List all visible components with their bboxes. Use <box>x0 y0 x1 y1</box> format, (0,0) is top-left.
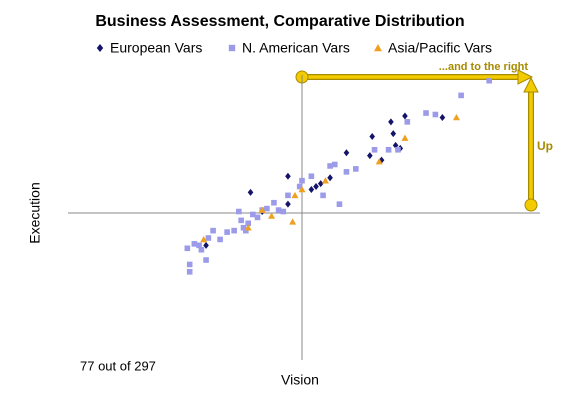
data-point <box>268 212 276 219</box>
data-point <box>258 206 266 213</box>
data-point <box>390 130 397 138</box>
data-point <box>439 113 446 121</box>
data-point <box>285 172 291 180</box>
data-point <box>369 133 375 141</box>
data-point <box>264 205 270 212</box>
data-point <box>231 227 237 234</box>
annotation: 77 out of 297 <box>80 358 156 373</box>
legend-marker <box>96 44 104 52</box>
data-point <box>402 112 408 120</box>
data-point <box>236 208 242 215</box>
data-point <box>486 77 492 84</box>
chart-title: Business Assessment, Comparative Distrib… <box>95 13 464 30</box>
data-point <box>371 146 378 153</box>
data-point <box>275 207 282 213</box>
data-point <box>271 199 277 206</box>
data-point <box>217 236 223 243</box>
data-point <box>423 110 429 116</box>
legend-label: Asia/Pacific Vars <box>388 40 492 56</box>
data-point <box>238 217 244 224</box>
data-point <box>184 245 191 252</box>
data-point <box>245 220 251 227</box>
data-point <box>196 242 202 249</box>
y-axis-title: Execution <box>27 182 43 243</box>
data-point <box>240 224 247 231</box>
data-point <box>308 173 315 180</box>
arrows <box>295 69 539 212</box>
data-point <box>320 192 326 199</box>
data-point <box>254 214 261 221</box>
data-point <box>289 218 297 225</box>
data-point <box>375 158 383 165</box>
data-point <box>298 185 306 193</box>
data-point <box>395 146 401 153</box>
x-axis-title: Vision <box>281 372 319 388</box>
data-point <box>343 169 350 175</box>
data-point <box>285 192 291 199</box>
data-point <box>186 269 193 275</box>
data-point <box>401 134 409 141</box>
legend-marker <box>228 44 236 52</box>
data-point <box>388 118 394 126</box>
data-point <box>353 166 359 172</box>
data-point <box>200 235 208 243</box>
data-point <box>367 152 373 160</box>
data-point <box>313 183 319 191</box>
data-point <box>186 261 193 268</box>
annotation: Up <box>537 139 553 153</box>
data-point <box>205 235 212 241</box>
data-point <box>198 246 205 253</box>
data-point <box>327 174 333 182</box>
data-point <box>317 180 324 188</box>
data-point <box>285 200 291 208</box>
data-point <box>191 241 198 247</box>
data-point <box>243 227 249 234</box>
legend-label: N. American Vars <box>242 40 350 56</box>
data-point <box>321 177 329 184</box>
data-point <box>331 161 338 168</box>
legend-label: European Vars <box>110 40 202 56</box>
data-point <box>385 146 392 153</box>
data-point <box>308 185 315 193</box>
data-point <box>210 227 216 234</box>
arrow-head <box>523 76 539 93</box>
data-point <box>247 188 254 196</box>
data-point <box>296 183 303 190</box>
data-point <box>336 201 343 207</box>
data-point <box>203 241 209 249</box>
data-point <box>224 229 230 235</box>
data-point <box>291 191 299 199</box>
data-point <box>432 111 439 118</box>
annotation: ...and to the right <box>439 61 529 73</box>
data-point <box>203 257 209 263</box>
arrow-start <box>524 198 538 212</box>
data-point <box>299 177 305 184</box>
data-point <box>404 119 411 125</box>
data-point <box>244 224 252 231</box>
data-point <box>327 163 333 169</box>
data-point <box>250 211 256 218</box>
data-point <box>458 92 464 99</box>
data-point <box>452 113 460 121</box>
data-point <box>343 149 350 157</box>
arrow-head <box>517 69 534 85</box>
legend-marker <box>374 44 382 52</box>
data-point <box>280 208 287 215</box>
